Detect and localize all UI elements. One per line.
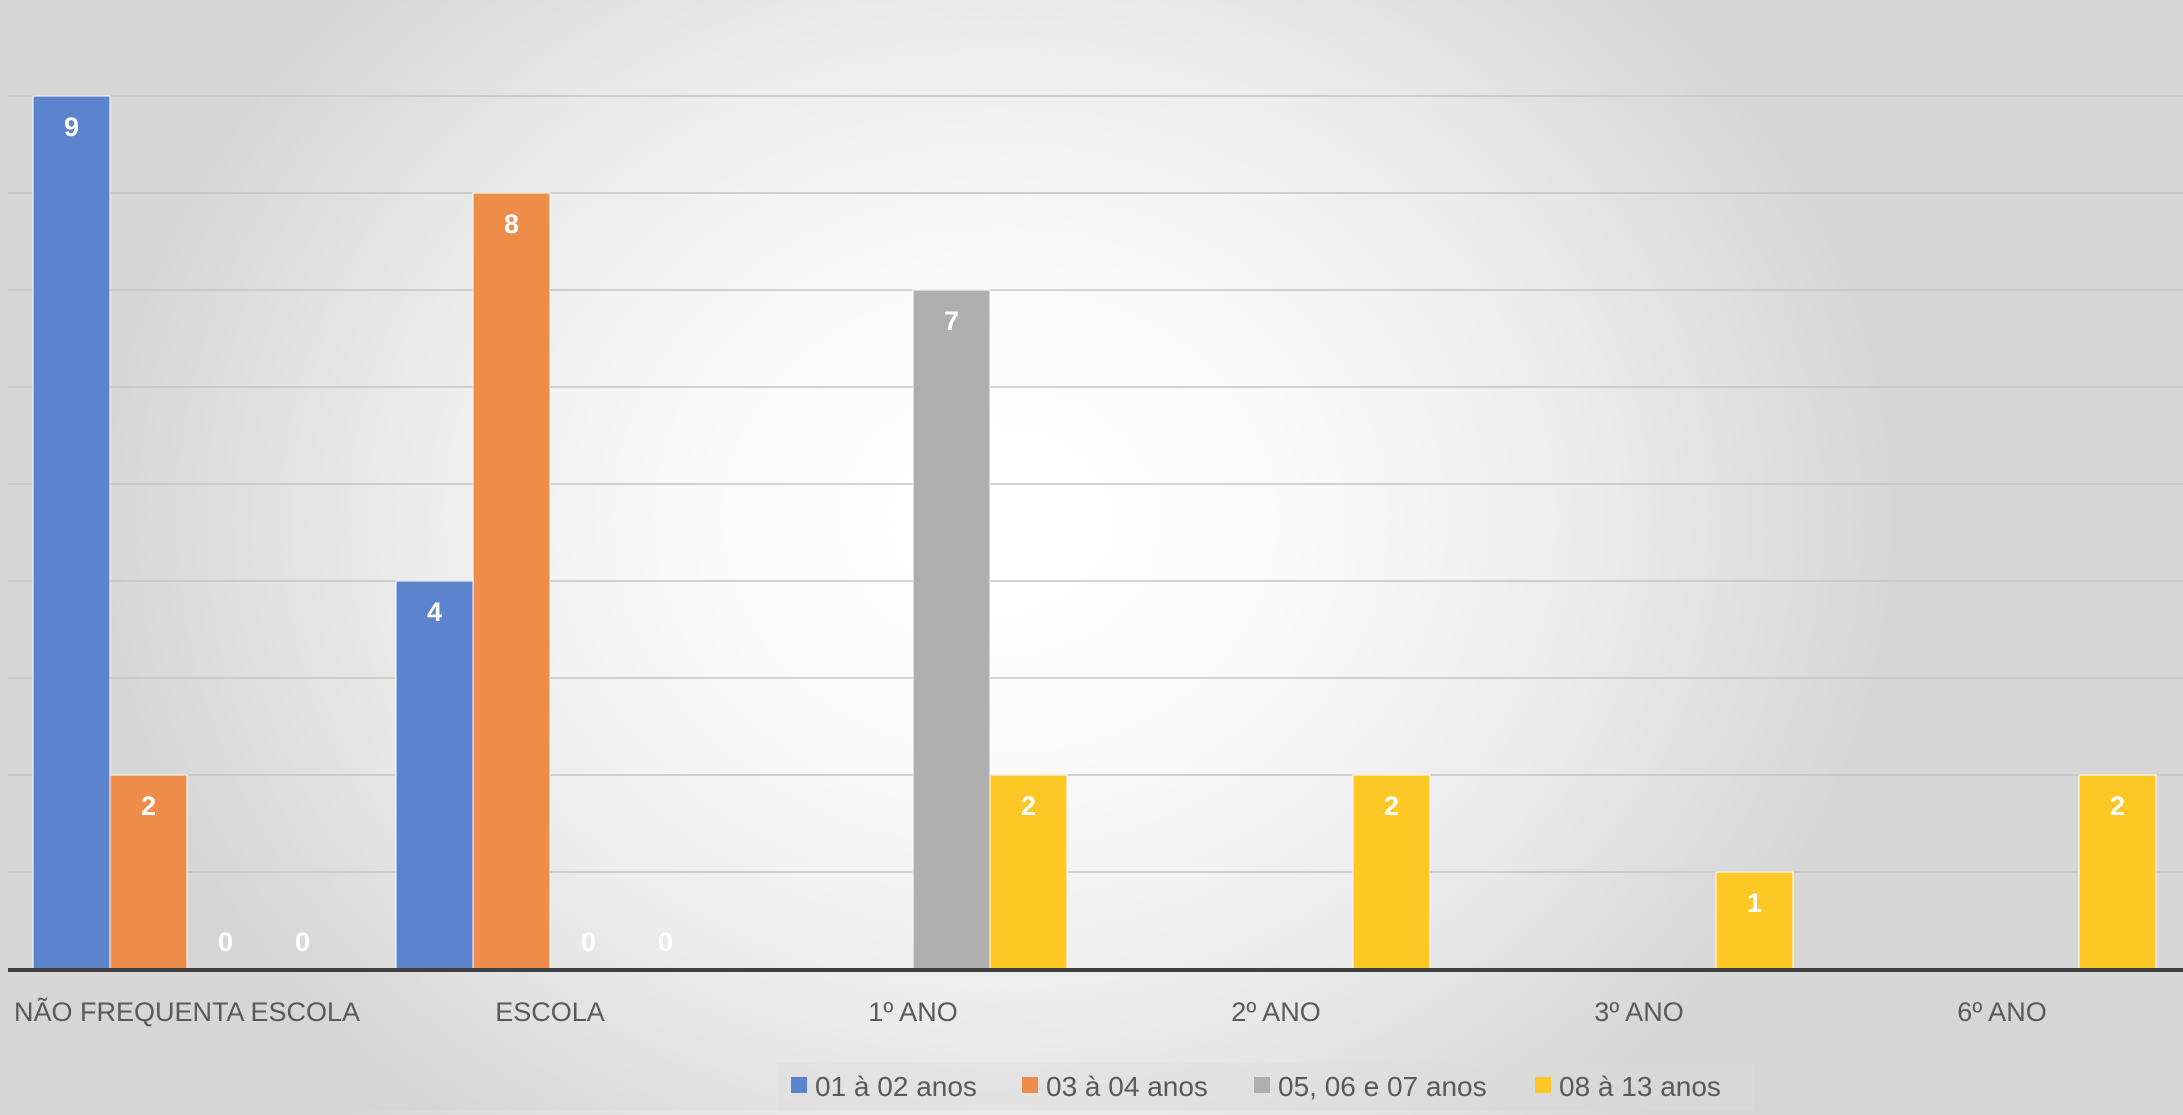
data-label: 0 — [658, 927, 673, 957]
x-tick-label: 3º ANO — [1594, 997, 1683, 1027]
legend-label: 05, 06 e 07 anos — [1278, 1071, 1487, 1102]
data-label: 0 — [295, 927, 310, 957]
data-labels: 9 2 0 0 4 8 0 0 7 2 2 1 2 — [64, 112, 2125, 957]
x-tick-label: ESCOLA — [495, 997, 605, 1027]
legend-swatch — [1254, 1077, 1270, 1093]
data-label: 2 — [1384, 791, 1399, 821]
x-tick-label: 2º ANO — [1231, 997, 1320, 1027]
legend-label: 01 à 02 anos — [815, 1071, 977, 1102]
legend-swatch — [1022, 1077, 1038, 1093]
data-label: 2 — [1021, 791, 1036, 821]
data-label: 0 — [581, 927, 596, 957]
bar — [395, 580, 474, 970]
x-tick-label: NÃO FREQUENTA ESCOLA — [14, 996, 360, 1027]
legend-swatch — [1535, 1077, 1551, 1093]
data-label: 2 — [2110, 791, 2125, 821]
x-tick-label: 6º ANO — [1957, 997, 2046, 1027]
bar — [109, 774, 188, 970]
bar — [32, 95, 111, 970]
data-label: 9 — [64, 112, 79, 142]
legend-swatch — [791, 1077, 807, 1093]
bar — [472, 192, 551, 970]
legend: 01 à 02 anos 03 à 04 anos 05, 06 e 07 anos… — [778, 1063, 1754, 1110]
data-label: 1 — [1747, 888, 1762, 918]
gridlines — [8, 95, 2183, 873]
data-label: 7 — [944, 306, 959, 336]
x-tick-labels: NÃO FREQUENTA ESCOLA ESCOLA 1º ANO 2º ANO 3º… — [14, 996, 2047, 1027]
bar — [912, 289, 991, 970]
legend-label: 08 à 13 anos — [1559, 1071, 1721, 1102]
legend-label: 03 à 04 anos — [1046, 1071, 1208, 1102]
bar — [1715, 871, 1794, 970]
data-label: 8 — [504, 209, 519, 239]
data-label: 4 — [427, 597, 442, 627]
x-tick-label: 1º ANO — [868, 997, 957, 1027]
data-label: 2 — [141, 791, 156, 821]
bars — [32, 95, 2157, 970]
data-label: 0 — [218, 927, 233, 957]
